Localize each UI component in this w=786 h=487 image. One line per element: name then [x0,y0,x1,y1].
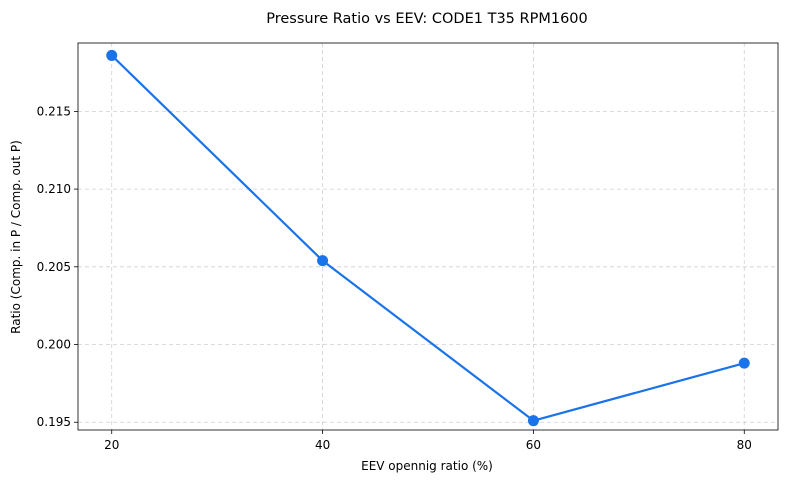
grid-lines [78,43,778,430]
y-tick-label: 0.215 [37,104,71,118]
x-tick-label: 40 [315,438,330,452]
x-axis-label: EEV opennig ratio (%) [361,459,493,473]
plot-area-frame [77,42,779,431]
series-layer [110,54,745,422]
x-tick-label: 60 [526,438,541,452]
data-point [527,415,539,427]
series-line [110,54,745,422]
data-points [106,49,750,427]
data-point [106,49,118,61]
y-tick-label: 0.200 [37,338,71,352]
y-axis-label: Ratio (Comp. in P / Comp. out P) [9,140,23,334]
y-tick-label: 0.210 [37,182,71,196]
y-axis-ticks: 0.195 0.200 0.205 0.210 0.215 [37,104,78,429]
x-tick-label: 80 [737,438,752,452]
x-tick-label: 20 [104,438,119,452]
data-point [317,255,329,267]
y-tick-label: 0.195 [37,415,71,429]
chart-title: Pressure Ratio vs EEV: CODE1 T35 RPM1600 [266,11,588,27]
data-point [738,357,750,369]
y-tick-label: 0.205 [37,260,71,274]
x-axis-ticks: 20 40 60 80 [104,430,752,452]
